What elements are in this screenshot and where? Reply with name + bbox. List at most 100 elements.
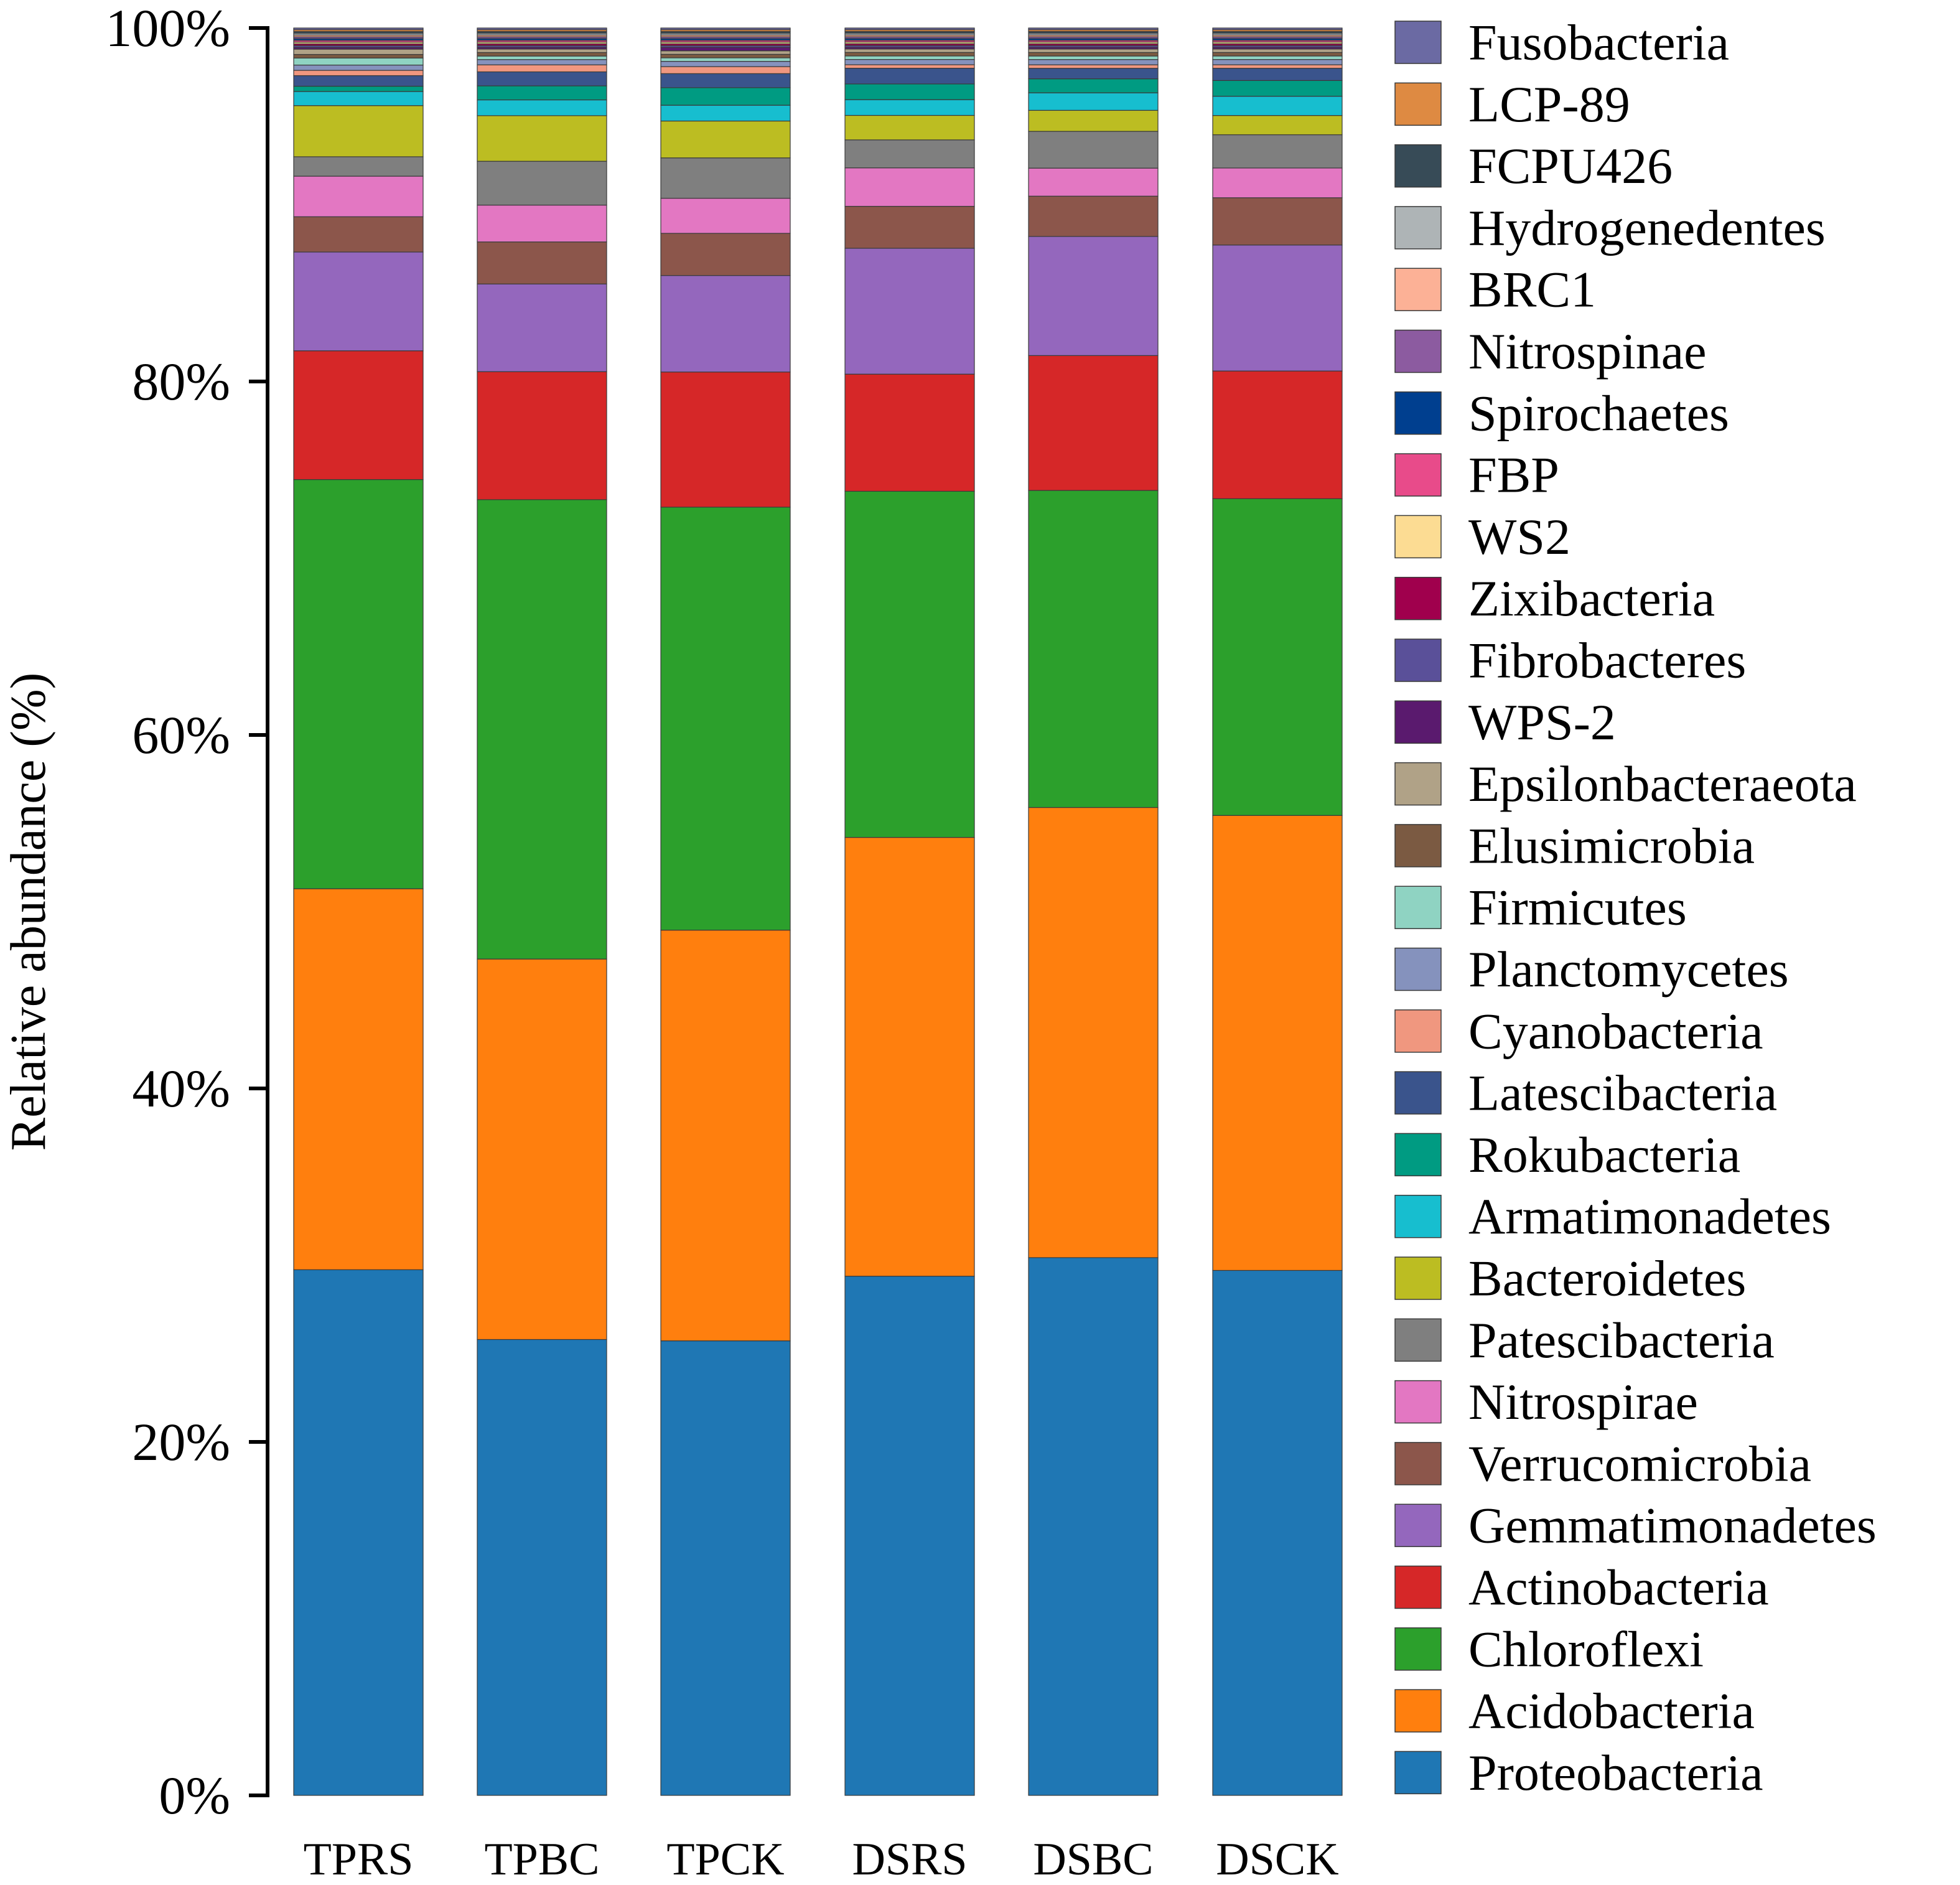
legend-item-fibrobacteres: Fibrobacteres	[1394, 632, 1746, 689]
legend-label: LCP-89	[1468, 76, 1630, 133]
legend-item-wps-2: WPS-2	[1394, 694, 1616, 751]
bar-segment-proteobacteria-tpck	[660, 1340, 791, 1796]
legend-swatch	[1394, 1380, 1442, 1424]
bar-segment-bacteroidetes-tprs	[293, 105, 424, 157]
bar-segment-nitrospirae-tpck	[660, 197, 791, 234]
legend-swatch	[1394, 1751, 1442, 1795]
bar-segment-proteobacteria-dsck	[1212, 1270, 1343, 1796]
bar-segment-armatimonadetes-tpbc	[477, 99, 607, 116]
bar-segment-bacteroidetes-dsck	[1212, 115, 1343, 136]
legend-item-patescibacteria: Patescibacteria	[1394, 1312, 1775, 1368]
x-tick-label-dsck: DSCK	[1216, 1834, 1338, 1885]
legend-swatch	[1394, 206, 1442, 250]
bar-segment-latescibacteria-dsbc	[1028, 68, 1159, 80]
legend-label: Nitrospinae	[1468, 323, 1707, 380]
bar-segment-firmicutes-tpck	[660, 57, 791, 62]
bar-segment-epsilonbacteraeota-tprs	[293, 49, 424, 55]
legend-label: Fibrobacteres	[1468, 632, 1746, 689]
y-ticks: 0% 20% 40% 60% 80% 100%	[105, 0, 268, 1825]
bar-segment-gemmatimonadetes-tprs	[293, 251, 424, 352]
bar-segment-armatimonadetes-dsck	[1212, 96, 1343, 116]
bar-segment-verrucomicrobia-tprs	[293, 216, 424, 253]
bar-segment-rokubacteria-tpbc	[477, 85, 607, 101]
bar-segment-verrucomicrobia-dsbc	[1028, 195, 1159, 237]
legend-label: Firmicutes	[1468, 879, 1687, 936]
bar-segment-rokubacteria-tpck	[660, 87, 791, 106]
legend-swatch	[1394, 1442, 1442, 1485]
bar-segment-planctomycetes-tpck	[660, 60, 791, 67]
bar-segment-nitrospirae-dsck	[1212, 167, 1343, 199]
legend-swatch	[1394, 1194, 1442, 1238]
legend-swatch	[1394, 21, 1442, 64]
bar-segment-epsilonbacteraeota-tpbc	[477, 49, 607, 54]
legend-item-brc1: BRC1	[1394, 261, 1596, 318]
bar-group-tpck	[660, 27, 791, 1796]
legend-swatch	[1394, 824, 1442, 868]
bar-segment-actinobacteria-dsck	[1212, 370, 1343, 499]
legend-item-rokubacteria: Rokubacteria	[1394, 1126, 1740, 1183]
legend-swatch	[1394, 1504, 1442, 1547]
legend-item-armatimonadetes: Armatimonadetes	[1394, 1188, 1831, 1245]
bar-segment-firmicutes-dsbc	[1028, 55, 1159, 60]
bar-segment-planctomycetes-tprs	[293, 64, 424, 71]
legend-item-epsilonbacteraeota: Epsilonbacteraeota	[1394, 755, 1857, 812]
legend-label: Verrucomicrobia	[1468, 1435, 1811, 1492]
bar-segment-cyanobacteria-dsbc	[1028, 64, 1159, 69]
legend-item-lcp-89: LCP-89	[1394, 76, 1630, 133]
bar-segment-latescibacteria-dsrs	[844, 68, 975, 85]
legend-label: Latescibacteria	[1468, 1065, 1777, 1121]
legend-swatch	[1394, 1071, 1442, 1115]
x-tick-label-tpck: TPCK	[666, 1834, 784, 1885]
bar-segment-armatimonadetes-dsbc	[1028, 92, 1159, 111]
x-category-labels: TPRS TPBC TPCK DSRS DSBC DSCK	[304, 1834, 1339, 1885]
legend-label: Armatimonadetes	[1468, 1188, 1831, 1245]
bar-segment-patescibacteria-tpck	[660, 157, 791, 199]
legend-swatch	[1394, 144, 1442, 188]
bar-segment-acidobacteria-tpbc	[477, 958, 607, 1340]
bar-segment-fusobacteria-tpbc	[477, 27, 607, 30]
y-tick-label: 40%	[132, 1059, 230, 1118]
bar-segment-acidobacteria-dsrs	[844, 837, 975, 1277]
legend-label: Nitrospirae	[1468, 1373, 1698, 1430]
bar-segment-epsilonbacteraeota-tpck	[660, 50, 791, 55]
bar-segment-cyanobacteria-dsck	[1212, 64, 1343, 69]
bar-segment-elusimicrobia-dsck	[1212, 52, 1343, 57]
bar-segment-elusimicrobia-tprs	[293, 54, 424, 58]
bar-segment-latescibacteria-tprs	[293, 75, 424, 87]
legend-item-acidobacteria: Acidobacteria	[1394, 1683, 1755, 1739]
legend-swatch	[1394, 1318, 1442, 1362]
legend-label: Cyanobacteria	[1468, 1003, 1763, 1059]
legend-item-spirochaetes: Spirochaetes	[1394, 385, 1729, 441]
bar-segment-actinobacteria-dsrs	[844, 373, 975, 492]
legend-label: FCPU426	[1468, 138, 1673, 194]
x-tick-label-dsbc: DSBC	[1033, 1834, 1153, 1885]
y-tick-label: 100%	[105, 0, 230, 58]
legend-label: Fusobacteria	[1468, 14, 1729, 71]
bar-segment-cyanobacteria-tpbc	[477, 64, 607, 73]
legend-swatch	[1394, 515, 1442, 559]
bar-segment-planctomycetes-dsrs	[844, 58, 975, 65]
bar-segment-firmicutes-tpbc	[477, 55, 607, 60]
bar-group-dsbc	[1028, 27, 1159, 1796]
bar-segment-actinobacteria-tpck	[660, 372, 791, 508]
bar-segment-proteobacteria-tpbc	[477, 1339, 607, 1796]
bar-segment-epsilonbacteraeota-dsrs	[844, 49, 975, 53]
bar-segment-chloroflexi-dsrs	[844, 490, 975, 838]
bar-segment-gemmatimonadetes-tpbc	[477, 283, 607, 372]
bar-segment-verrucomicrobia-tpbc	[477, 241, 607, 284]
bar-segment-latescibacteria-dsck	[1212, 68, 1343, 81]
bar-segment-bacteroidetes-dsrs	[844, 115, 975, 141]
bar-segment-verrucomicrobia-dsrs	[844, 205, 975, 249]
bar-segment-actinobacteria-tprs	[293, 350, 424, 480]
bar-segment-actinobacteria-dsbc	[1028, 355, 1159, 491]
bar-segment-latescibacteria-tpck	[660, 73, 791, 88]
bar-segment-verrucomicrobia-tpck	[660, 233, 791, 276]
legend-label: Acidobacteria	[1468, 1683, 1755, 1739]
bar-segment-patescibacteria-tprs	[293, 156, 424, 177]
x-tick-label-dsrs: DSRS	[852, 1834, 967, 1885]
legend-item-planctomycetes: Planctomycetes	[1394, 941, 1789, 998]
legend-label: FBP	[1468, 447, 1559, 503]
y-tick-label: 80%	[132, 352, 230, 411]
bar-segment-elusimicrobia-dsrs	[844, 52, 975, 57]
legend-label: WPS-2	[1468, 694, 1616, 751]
